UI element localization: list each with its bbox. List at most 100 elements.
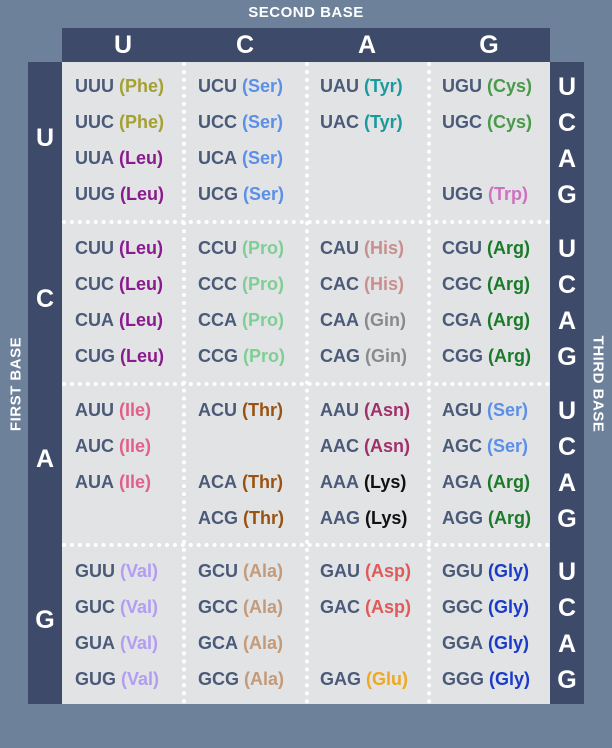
amino-acid-label: (Pro) [242, 274, 284, 294]
codon-cgg: CGG (Arg) [442, 345, 531, 367]
codon-grid: UUU (Phe) UUC (Phe) UUA (Leu) UUG (Leu) UCU (Ser)… [62, 62, 550, 704]
codon-uau: UAU (Tyr) [320, 75, 403, 97]
third-base-a: A [557, 630, 577, 658]
third-base-g: G [557, 181, 577, 209]
codon-triplet: UAU [320, 76, 359, 96]
amino-acid-label: (Gly) [488, 561, 530, 581]
codon-gca: GCA (Ala) [198, 632, 283, 654]
codon-caa: CAA (Gin) [320, 309, 406, 331]
codon-ugc: UGC (Cys) [442, 111, 532, 133]
second-base-c: C [235, 30, 255, 59]
amino-acid-label: (Val) [121, 669, 160, 689]
amino-acid-label: (Lys) [364, 472, 407, 492]
amino-acid-label: (Ile) [119, 436, 152, 456]
codon-ucu: UCU (Ser) [198, 75, 283, 97]
codon-triplet: ACU [198, 400, 237, 420]
amino-acid-label: (Gly) [488, 633, 530, 653]
codon-triplet: AUC [75, 436, 114, 456]
codon-aua: AUA (Ile) [75, 471, 151, 493]
codon-triplet: UUG [75, 184, 115, 204]
codon-triplet: ACA [198, 472, 237, 492]
third-base-c: C [557, 433, 577, 461]
amino-acid-label: (Val) [120, 633, 159, 653]
amino-acid-label: (Leu) [120, 184, 164, 204]
codon-triplet: GCU [198, 561, 238, 581]
codon-cgu: CGU (Arg) [442, 237, 530, 259]
codon-ccg: CCG (Pro) [198, 345, 285, 367]
amino-acid-label: (Leu) [119, 310, 163, 330]
codon-triplet: CUA [75, 310, 114, 330]
codon-aac: AAC (Asn) [320, 435, 410, 457]
codon-gga: GGA (Gly) [442, 632, 529, 654]
first-base-header: U C A G [28, 62, 62, 704]
codon-triplet: CCU [198, 238, 237, 258]
first-base-g: G [35, 605, 55, 634]
amino-acid-label: (Ser) [242, 148, 284, 168]
codon-triplet: CAU [320, 238, 359, 258]
codon-cga: CGA (Arg) [442, 309, 530, 331]
third-base-u: U [557, 558, 577, 586]
codon-gug: GUG (Val) [75, 668, 159, 690]
codon-agu: AGU (Ser) [442, 399, 528, 421]
codon-uuu: UUU (Phe) [75, 75, 164, 97]
third-base-u: U [557, 397, 577, 425]
codon-auc: AUC (Ile) [75, 435, 151, 457]
codon-triplet: UUC [75, 112, 114, 132]
amino-acid-label: (Lys) [365, 508, 408, 528]
codon-triplet: AGG [442, 508, 484, 528]
amino-acid-label: (Leu) [119, 238, 163, 258]
amino-acid-label: (Ser) [242, 112, 284, 132]
codon-guu: GUU (Val) [75, 560, 158, 582]
second-base-u: U [113, 30, 133, 59]
amino-acid-label: (Pro) [242, 238, 284, 258]
codon-triplet: GGU [442, 561, 484, 581]
codon-ccc: CCC (Pro) [198, 273, 284, 295]
amino-acid-label: (Thr) [242, 400, 283, 420]
codon-gac: GAC (Asp) [320, 596, 411, 618]
codon-triplet: GGA [442, 633, 484, 653]
amino-acid-label: (Leu) [119, 274, 163, 294]
codon-triplet: AAG [320, 508, 360, 528]
codon-ugg: UGG (Trp) [442, 183, 528, 205]
codon-triplet: AUU [75, 400, 114, 420]
amino-acid-label: (Arg) [488, 346, 532, 366]
codon-triplet: CUU [75, 238, 114, 258]
amino-acid-label: (Pro) [243, 346, 285, 366]
codon-triplet: GCA [198, 633, 238, 653]
codon-cau: CAU (His) [320, 237, 404, 259]
amino-acid-label: (Ala) [243, 597, 283, 617]
codon-triplet: UUU [75, 76, 114, 96]
codon-triplet: CGU [442, 238, 482, 258]
amino-acid-label: (Trp) [488, 184, 529, 204]
codon-uua: UUA (Leu) [75, 147, 163, 169]
codon-triplet: CGG [442, 346, 484, 366]
codon-cuu: CUU (Leu) [75, 237, 163, 259]
codon-acu: ACU (Thr) [198, 399, 283, 421]
first-base-a: A [35, 445, 55, 473]
codon-aaa: AAA (Lys) [320, 471, 406, 493]
third-base-c: C [557, 271, 577, 299]
amino-acid-label: (Ala) [243, 633, 283, 653]
codon-triplet: UCG [198, 184, 238, 204]
second-base-g: G [479, 30, 499, 59]
codon-triplet: CCA [198, 310, 237, 330]
amino-acid-label: (Thr) [242, 472, 283, 492]
second-base-label: SECOND BASE [248, 4, 364, 21]
codon-triplet: CUG [75, 346, 115, 366]
third-base-u: U [557, 235, 577, 263]
second-base-a: A [357, 30, 377, 59]
first-base-c: C [35, 284, 55, 313]
codon-triplet: AAU [320, 400, 359, 420]
codon-triplet: CCG [198, 346, 238, 366]
amino-acid-label: (Leu) [119, 148, 163, 168]
amino-acid-label: (His) [364, 238, 404, 258]
row-divider [62, 382, 550, 386]
codon-gcg: GCG (Ala) [198, 668, 284, 690]
amino-acid-label: (Val) [120, 597, 159, 617]
amino-acid-label: (Tyr) [364, 76, 403, 96]
codon-triplet: UCU [198, 76, 237, 96]
amino-acid-label: (Ser) [487, 436, 529, 456]
codon-triplet: AGC [442, 436, 482, 456]
codon-cug: CUG (Leu) [75, 345, 164, 367]
